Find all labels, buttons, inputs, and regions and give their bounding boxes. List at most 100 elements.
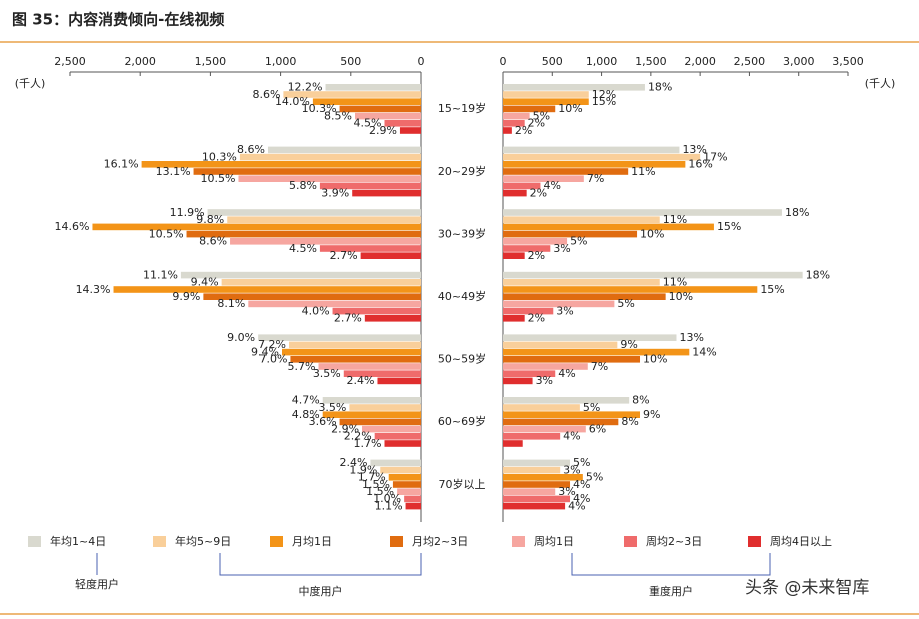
bar-left xyxy=(267,146,421,154)
legend-swatch xyxy=(270,536,283,547)
bar-right xyxy=(503,425,586,433)
bar-label-left: 1.5% xyxy=(366,485,394,498)
bar-label-left: 4.8% xyxy=(292,408,320,421)
bar-left xyxy=(193,168,421,175)
x-tick-label: 3,000 xyxy=(783,55,815,68)
x-tick-label: 1,000 xyxy=(265,55,297,68)
bar-right xyxy=(503,153,701,161)
x-tick-label: 2,500 xyxy=(734,55,766,68)
bar-label-right: 5% xyxy=(533,109,550,122)
bar-label-right: 10% xyxy=(669,290,693,303)
bar-label-right: 8% xyxy=(621,415,638,428)
bar-right xyxy=(503,315,525,322)
category-label: 50~59岁 xyxy=(438,352,486,366)
bar-label-right: 18% xyxy=(806,268,830,281)
bar-right xyxy=(503,189,527,197)
bar-left xyxy=(312,98,421,105)
bar-right xyxy=(503,404,580,411)
bar-label-right: 5% xyxy=(617,297,634,310)
bar-right xyxy=(503,252,525,259)
bar-right xyxy=(503,488,556,495)
bar-label-left: 5.7% xyxy=(288,360,316,373)
bar-label-right: 11% xyxy=(663,276,687,289)
bar-left xyxy=(370,459,421,467)
bar-label-right: 7% xyxy=(591,360,608,373)
bar-right xyxy=(503,495,571,503)
bar-label-right: 4% xyxy=(563,430,580,443)
bar-label-left: 2.2% xyxy=(344,430,372,443)
bar-left xyxy=(238,175,421,182)
bar-right xyxy=(503,334,677,341)
bar-right xyxy=(503,175,584,182)
bar-left xyxy=(230,238,421,245)
legend-label: 年均5~9日 xyxy=(175,534,231,548)
bar-right xyxy=(503,348,690,356)
bar-left xyxy=(207,209,421,216)
bar-label-right: 3% xyxy=(536,374,553,387)
bar-left xyxy=(349,404,421,411)
bar-left xyxy=(332,307,421,315)
bar-right xyxy=(503,105,556,113)
x-tick-label: 1,500 xyxy=(635,55,667,68)
bar-right xyxy=(503,397,630,404)
bar-label-left: 10.5% xyxy=(149,227,184,240)
bar-right xyxy=(503,481,571,488)
bar-label-right: 11% xyxy=(631,165,655,178)
legend-swatch xyxy=(28,536,41,547)
bar-left xyxy=(258,334,421,341)
bar-right xyxy=(503,307,554,315)
bar-label-left: 1.7% xyxy=(354,437,382,450)
bar-label-left: 10.3% xyxy=(202,150,237,163)
group-label: 中度用户 xyxy=(299,584,343,598)
bar-label-left: 12.2% xyxy=(288,81,323,94)
bar-left xyxy=(141,161,421,168)
bar-label-left: 7.0% xyxy=(259,353,287,366)
bar-label-left: 8.1% xyxy=(217,297,245,310)
bar-right xyxy=(503,112,530,120)
bar-right xyxy=(503,300,615,308)
bar-label-right: 13% xyxy=(682,143,706,156)
legend-swatch xyxy=(153,536,166,547)
bar-right xyxy=(503,466,561,474)
bar-label-left: 16.1% xyxy=(104,158,139,171)
bar-left xyxy=(186,230,421,238)
bar-right xyxy=(503,168,629,175)
x-tick-label: 500 xyxy=(542,55,563,68)
bar-label-left: 3.5% xyxy=(318,401,346,414)
bar-label-left: 2.9% xyxy=(331,422,359,435)
bar-right xyxy=(503,245,551,252)
bar-label-left: 7.2% xyxy=(258,338,286,351)
bar-left xyxy=(322,397,421,404)
bar-label-left: 11.1% xyxy=(143,268,178,281)
bar-left xyxy=(203,293,421,300)
bar-right xyxy=(503,91,589,98)
category-label: 20~29岁 xyxy=(438,164,486,178)
bar-right xyxy=(503,216,660,223)
legend-swatch xyxy=(512,536,525,547)
bar-label-right: 13% xyxy=(679,331,703,344)
bar-left xyxy=(239,153,421,161)
bar-left xyxy=(282,348,421,356)
bar-right xyxy=(503,363,588,370)
chart-title: 图 35：内容消费倾向-在线视频 xyxy=(12,11,224,29)
legend-swatch xyxy=(624,536,637,547)
bar-left xyxy=(352,189,421,197)
bar-label-right: 2% xyxy=(530,186,547,199)
bar-label-left: 1.0% xyxy=(373,492,401,505)
bar-label-right: 2% xyxy=(528,312,545,325)
bar-left xyxy=(388,474,421,481)
bar-label-right: 17% xyxy=(703,150,727,163)
bar-label-left: 14.3% xyxy=(76,283,111,296)
bar-right xyxy=(503,146,680,154)
bar-label-right: 4% xyxy=(573,492,590,505)
bar-label-left: 9.4% xyxy=(191,276,219,289)
bar-label-right: 5% xyxy=(573,456,590,469)
x-tick-label: 0 xyxy=(500,55,507,68)
category-label: 60~69岁 xyxy=(438,414,486,428)
bar-label-right: 10% xyxy=(640,227,664,240)
bar-label-left: 4.0% xyxy=(302,304,330,317)
bar-label-right: 9% xyxy=(620,338,637,351)
bar-left xyxy=(405,502,421,510)
bar-left xyxy=(290,356,421,363)
bar-label-left: 8.6% xyxy=(237,143,265,156)
